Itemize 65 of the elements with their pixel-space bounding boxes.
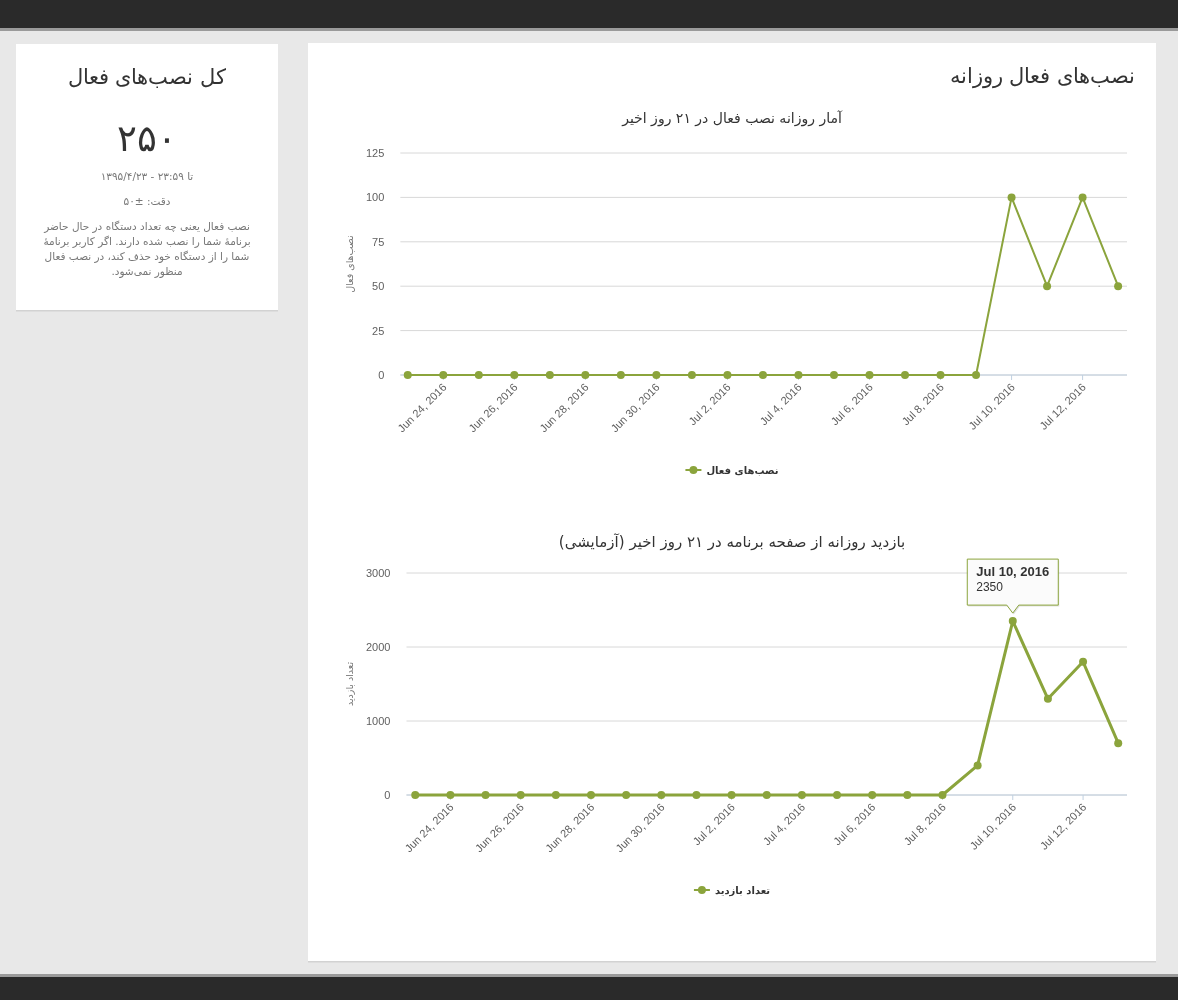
point (551, 791, 560, 799)
point (903, 791, 912, 799)
point (727, 791, 736, 799)
point (481, 791, 490, 799)
point (758, 371, 767, 379)
point (901, 371, 910, 379)
point (1114, 282, 1123, 291)
chart-title: نصب‌های فعال روزانه (949, 64, 1135, 89)
text: تا ۲۳:۵۹ - ۱۳۹۵/۴/۲۳ (100, 170, 194, 182)
point (687, 371, 696, 379)
point (622, 791, 631, 799)
chart-subtitle: آمار روزانه نصب فعال در ۲۱ روز اخیر (621, 110, 843, 127)
y-tick-label: 3000 (365, 567, 391, 579)
point (1114, 739, 1123, 748)
point (1007, 193, 1016, 202)
y-axis-title: نصب‌های فعال (344, 235, 355, 293)
chart-title: بازدید روزانه از صفحه برنامه در ۲۱ روز اخیر (آزمایشی) (558, 533, 906, 551)
point (865, 371, 874, 379)
y-tick-label: 2000 (365, 641, 391, 653)
point (972, 371, 981, 379)
point (545, 371, 554, 379)
y-tick-label: 125 (365, 147, 385, 159)
point (510, 371, 519, 379)
y-axis-title: تعداد بازدید (344, 661, 355, 707)
point (1043, 282, 1052, 291)
y-tick-label: 50 (372, 280, 385, 293)
point (516, 791, 525, 799)
point (1043, 694, 1052, 703)
text: نصب فعال یعنی چه تعداد دستگاه در حال حاضر برنامهٔ شما را نصب شده دارند. اگر کاربر برنامهٔ شما را از دستگاه خود حذف کند، در نصب فعال منظور نمی‌شود. (43, 220, 251, 278)
point (1079, 657, 1088, 666)
point (829, 371, 838, 379)
annotation: Jul 10, 2016 (976, 564, 1050, 580)
y-tick-label: 0 (378, 369, 385, 381)
point (938, 791, 947, 799)
point (692, 791, 701, 799)
point (936, 371, 945, 379)
point (833, 791, 842, 799)
point (652, 371, 661, 379)
point (1008, 617, 1017, 626)
point (1078, 193, 1087, 202)
y-tick-label: 0 (384, 789, 391, 801)
legend-label: تعداد بازدید (714, 885, 771, 897)
y-tick-label: 75 (372, 235, 385, 248)
point (723, 371, 732, 379)
point (446, 791, 455, 799)
text: ۲۵۰ (117, 117, 177, 160)
y-tick-label: 25 (372, 324, 385, 337)
y-tick-label: 1000 (365, 715, 391, 727)
point (973, 761, 982, 770)
point (657, 791, 666, 799)
point (474, 371, 483, 379)
point (403, 371, 412, 379)
legend-label: نصب‌های فعال (706, 465, 779, 476)
text: کل نصب‌های فعال (67, 65, 227, 89)
point (411, 791, 420, 799)
point (797, 791, 806, 799)
point (616, 371, 625, 379)
point (868, 791, 877, 799)
point (581, 371, 590, 379)
point (762, 791, 771, 799)
text: دقت: ±۵۰ (123, 195, 171, 208)
annotation: 2350 (976, 580, 1004, 595)
point (794, 371, 803, 379)
point (439, 371, 448, 379)
y-tick-label: 100 (365, 191, 385, 204)
